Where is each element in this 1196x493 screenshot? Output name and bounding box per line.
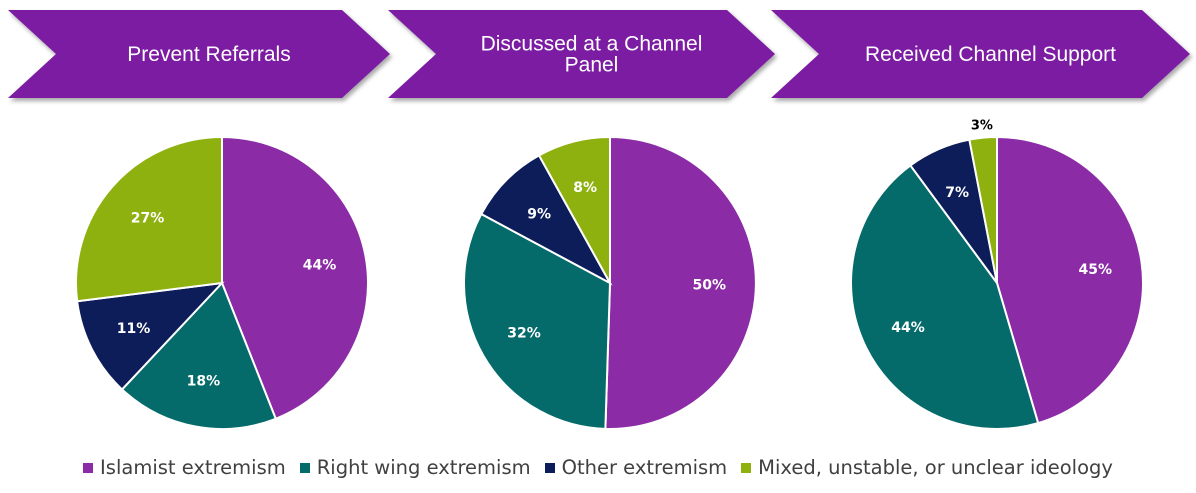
data-label-mixed-unstable-or-unclear-ideology: 3% (971, 119, 993, 134)
legend-item-islamist: Islamist extremism (83, 456, 286, 479)
data-label-mixed-unstable-or-unclear-ideology: 8% (573, 180, 597, 196)
stage-label-2-line-1: Discussed at a Channel (481, 33, 703, 56)
pie-slice-islamist-extremism (604, 135, 757, 430)
pie-slice-mixed-unstable-or-unclear-ideology (537, 135, 611, 287)
legend-swatch-mixed (741, 462, 752, 473)
legend-item-mixed: Mixed, unstable, or unclear ideology (741, 456, 1113, 479)
pie-slice-other-extremism (76, 281, 225, 391)
stage-chevron-3: Received Channel Support (771, 10, 1190, 98)
legend-swatch-other (544, 462, 555, 473)
pie-slice-mixed-unstable-or-unclear-ideology (75, 135, 223, 303)
stage-chevron-1: Prevent Referrals (8, 10, 390, 98)
chart-legend: Islamist extremism Right wing extremism … (0, 456, 1196, 479)
legend-swatch-right-wing (299, 462, 310, 473)
data-label-other-extremism: 7% (945, 185, 969, 201)
stage-label-3-line-1: Received Channel Support (865, 43, 1116, 66)
data-label-mixed-unstable-or-unclear-ideology: 27% (131, 210, 165, 226)
process-chevrons: Prevent Referrals Discussed at a ChannelP… (8, 10, 1190, 98)
legend-label-islamist: Islamist extremism (100, 456, 286, 479)
data-label-islamist-extremism: 44% (303, 257, 337, 273)
pie-slice-islamist-extremism (221, 135, 369, 421)
legend-item-other: Other extremism (544, 456, 728, 479)
data-label-right-wing-extremism: 44% (891, 320, 925, 336)
pie-prevent-referrals: 44% 18% 11% 27% (75, 135, 369, 430)
pie-received-channel-support: 45% 44% 7% 3% (850, 119, 1145, 430)
data-label-right-wing-extremism: 18% (187, 374, 221, 390)
legend-label-right-wing: Right wing extremism (316, 456, 531, 479)
pie-slice-mixed-unstable-or-unclear-ideology (968, 135, 998, 284)
stage-label-2-line-2: Panel (565, 54, 619, 77)
pie-discussed-at-a-channel-panel: 50% 32% 9% 8% (463, 135, 757, 430)
data-label-other-extremism: 11% (117, 321, 151, 337)
data-label-right-wing-extremism: 32% (507, 326, 541, 342)
stage-label-1-line-1: Prevent Referrals (127, 43, 290, 66)
data-label-islamist-extremism: 50% (693, 278, 727, 294)
pie-slice-right-wing-extremism (120, 281, 278, 430)
pie-charts: 44% 18% 11% 27% 50% 32% 9% 8% 45% 44% 7% 3% (75, 119, 1145, 430)
data-label-other-extremism: 9% (527, 206, 551, 222)
legend-label-mixed: Mixed, unstable, or unclear ideology (758, 456, 1113, 479)
legend-label-other: Other extremism (561, 456, 728, 479)
pie-slice-right-wing-extremism (850, 164, 1040, 430)
pie-slice-other-extremism (479, 154, 613, 286)
chevron-shape (388, 10, 775, 98)
legend-swatch-islamist (83, 462, 94, 473)
chevron-shape (8, 10, 390, 98)
pie-slice-islamist-extremism (996, 135, 1145, 425)
chevron-shape (771, 10, 1190, 98)
legend-item-right-wing: Right wing extremism (299, 456, 531, 479)
data-label-islamist-extremism: 45% (1079, 262, 1113, 278)
pie-slice-right-wing-extremism (463, 212, 612, 430)
